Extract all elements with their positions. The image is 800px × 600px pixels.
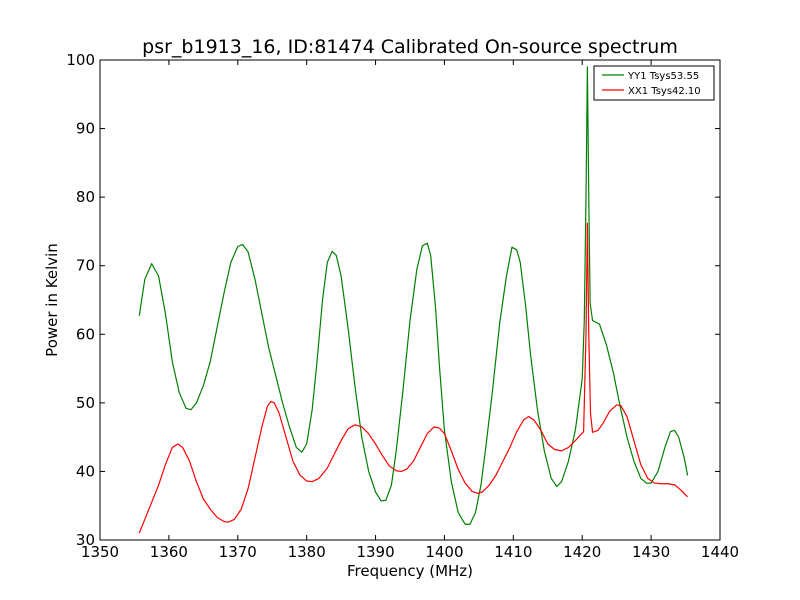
x-tick-label: 1360 <box>150 543 188 561</box>
legend-label-xx1: XX1 Tsys42.10 <box>628 86 701 97</box>
x-tick-label: 1400 <box>425 543 463 561</box>
x-tick-label: 1380 <box>288 543 326 561</box>
x-tick-label: 1390 <box>356 543 394 561</box>
y-tick-label: 100 <box>66 51 95 69</box>
series-line-xx1 <box>138 222 689 534</box>
legend-box <box>593 65 715 101</box>
series-layer <box>138 66 689 534</box>
series-line-yy1 <box>138 66 689 525</box>
y-tick-label: 50 <box>76 394 95 412</box>
y-axis-ticks: 30 40 50 60 70 80 90 100 <box>66 51 720 549</box>
x-tick-label: 1370 <box>219 543 257 561</box>
y-tick-label: 40 <box>76 462 95 480</box>
x-axis-ticks: 1350 1360 1370 1380 1390 1400 1410 1420 1430 1440 <box>81 60 739 561</box>
chart-title: psr_b1913_16, ID:81474 Calibrated On-sou… <box>142 36 678 58</box>
x-tick-label: 1410 <box>494 543 532 561</box>
y-tick-label: 30 <box>76 531 95 549</box>
y-tick-label: 80 <box>76 188 95 206</box>
x-tick-label: 1440 <box>701 543 739 561</box>
y-tick-label: 70 <box>76 257 95 275</box>
x-tick-label: 1350 <box>81 543 119 561</box>
plot-frame <box>99 59 721 541</box>
legend: YY1 Tsys53.55 XX1 Tsys42.10 <box>593 65 715 101</box>
x-tick-label: 1420 <box>563 543 601 561</box>
x-tick-label: 1430 <box>632 543 670 561</box>
y-axis-label: Power in Kelvin <box>43 243 61 357</box>
x-axis-label: Frequency (MHz) <box>347 562 473 580</box>
legend-label-yy1: YY1 Tsys53.55 <box>627 71 699 82</box>
y-tick-label: 60 <box>76 325 95 343</box>
y-tick-label: 90 <box>76 120 95 138</box>
